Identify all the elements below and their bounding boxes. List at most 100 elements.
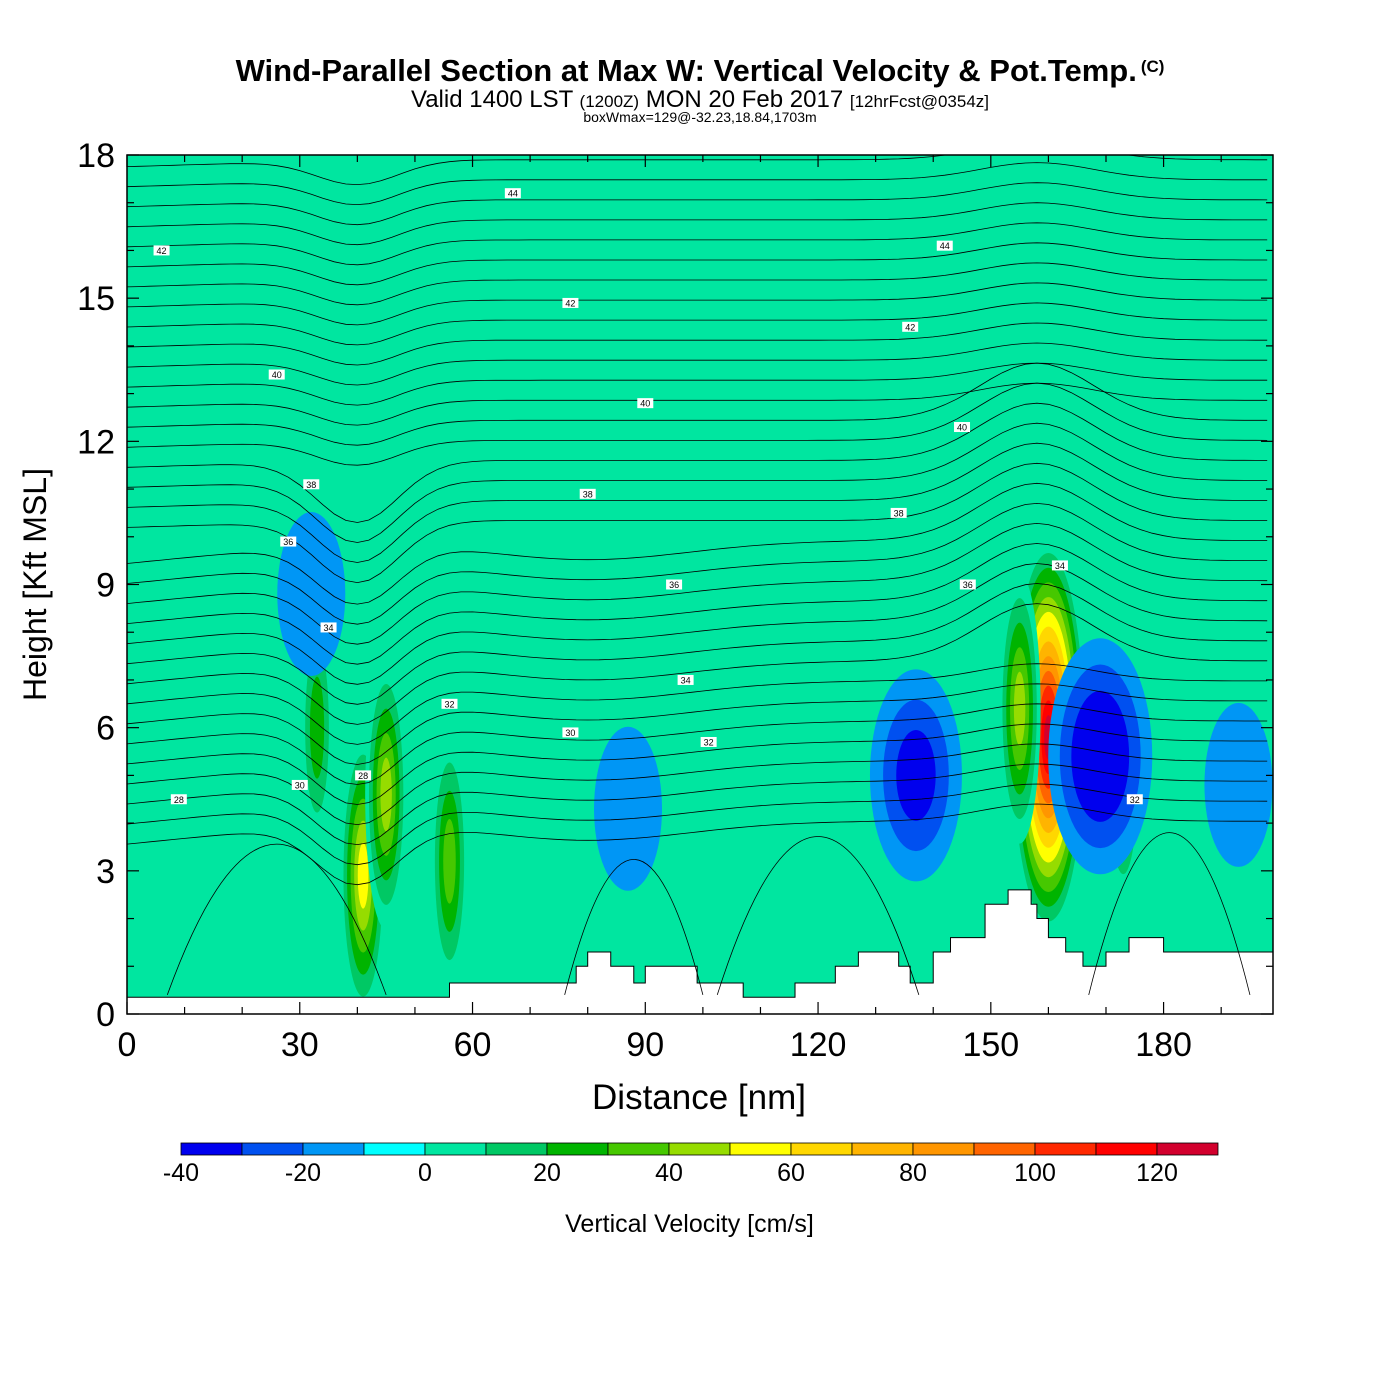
isentrope-line [127, 743, 1268, 826]
y-tick-label: 3 [96, 853, 115, 891]
isentrope-label-text: 32 [444, 699, 454, 709]
chart-title-text: Wind-Parallel Section at Max W: Vertical… [235, 53, 1137, 88]
isentrope-line [127, 663, 1268, 745]
w-contour [594, 726, 663, 891]
isentrope-label: 42 [153, 245, 170, 256]
w-streak [679, 155, 819, 533]
isentrope-label: 44 [504, 188, 521, 199]
isentrope-label-text: 36 [283, 537, 293, 547]
isentrope-label: 42 [902, 321, 919, 332]
isentrope-label-bg [677, 674, 694, 685]
isentrope-label-bg [291, 779, 308, 790]
w-contour [1082, 716, 1118, 796]
copyright-mark: (C) [1140, 57, 1165, 76]
colorbar-swatch [363, 1142, 426, 1156]
isentrope-low [716, 836, 920, 996]
isentrope-label: 34 [677, 674, 694, 685]
isentrope-line [127, 242, 1268, 286]
w-contour [443, 818, 456, 904]
isentrope-label: 40 [637, 398, 654, 409]
isentrope-line [127, 302, 1268, 346]
isentrope-label: 38 [303, 479, 320, 490]
colorbar-tick-label: -20 [285, 1159, 321, 1187]
w-streak [253, 155, 323, 533]
w-contour [1204, 702, 1273, 867]
colorbar-swatch [1156, 1142, 1219, 1156]
colorbar-swatch [485, 1142, 548, 1156]
isentrope-label-bg [902, 321, 919, 332]
isentrope-label-text: 30 [565, 728, 575, 738]
isentrope-label: 28 [355, 770, 372, 781]
isentrope-low [564, 859, 704, 996]
chart-title: Wind-Parallel Section at Max W: Vertical… [0, 50, 1400, 88]
isentrope-label: 30 [291, 779, 308, 790]
isentrope-label-text: 28 [174, 795, 184, 805]
isentrope-label-text: 28 [358, 771, 368, 781]
isentrope-line [127, 723, 1268, 805]
isentrope-line [127, 583, 1268, 705]
isentrope-line [127, 342, 1268, 386]
isentrope-label: 40 [954, 422, 971, 433]
isentrope-label-text: 42 [905, 322, 915, 332]
colorbar-swatch [729, 1142, 792, 1156]
isentrope-line [127, 603, 1268, 725]
isentrope-label-text: 40 [640, 399, 650, 409]
isentrope-line [127, 502, 1268, 625]
y-tick-label: 9 [96, 567, 115, 605]
y-axis-label: Height [Kft MSL] [17, 468, 53, 701]
isentrope-line [127, 162, 1268, 206]
isentrope-label-text: 44 [508, 189, 518, 199]
w-low-zone [490, 829, 571, 970]
y-tick-label: 15 [77, 280, 115, 318]
isentrope-label-bg [280, 536, 297, 547]
isentrope-line [127, 543, 1268, 665]
isentrope-label-bg [355, 770, 372, 781]
x-tick-label: 180 [1135, 1026, 1192, 1064]
isentrope-line [127, 563, 1268, 685]
isentrope-label: 36 [959, 579, 976, 590]
isentrope-label-text: 32 [1130, 795, 1140, 805]
x-tick-label: 120 [790, 1026, 847, 1064]
isentrope-label-bg [579, 488, 596, 499]
isentrope-label-text: 34 [681, 675, 691, 685]
y-tick-label: 18 [77, 137, 115, 175]
isentrope-line [127, 482, 1268, 605]
colorbar-tick-label: 100 [1014, 1159, 1056, 1187]
isentrope-label: 40 [268, 369, 285, 380]
x-tick-label: 90 [626, 1026, 664, 1064]
colorbar-swatch [607, 1142, 670, 1156]
isentrope-label-bg [637, 398, 654, 409]
colorbar-tick-label: -40 [163, 1159, 199, 1187]
isentrope-label-bg [504, 188, 521, 199]
isentrope-label-text: 30 [295, 780, 305, 790]
w-streak [1198, 155, 1273, 533]
isentrope-line [127, 222, 1268, 266]
isentrope-label: 32 [441, 698, 458, 709]
colorbar-swatch [424, 1142, 487, 1156]
isentrope-low [1088, 832, 1251, 996]
isentrope-line [127, 422, 1268, 543]
vertical-velocity-field [127, 155, 1273, 1014]
isentrope-line [127, 262, 1268, 306]
colorbar-swatch [790, 1142, 853, 1156]
isentrope-line [127, 382, 1268, 466]
isentrope-label: 32 [1126, 794, 1143, 805]
isentrope-label: 42 [562, 297, 579, 308]
isentrope-label-bg [268, 369, 285, 380]
isentrope-label: 28 [170, 794, 187, 805]
colorbar-tick-label: 120 [1136, 1159, 1178, 1187]
isentrope-label-bg [936, 240, 953, 251]
w-contour [309, 676, 325, 779]
colorbar-tick-label: 60 [777, 1159, 805, 1187]
isentrope-line [127, 783, 1268, 866]
isentrope-label: 44 [936, 240, 953, 251]
isentrope-label-text: 38 [894, 508, 904, 518]
colorbar-swatch [973, 1142, 1036, 1156]
isentrope-label: 36 [666, 579, 683, 590]
colorbar-tick-label: 40 [655, 1159, 683, 1187]
y-tick-label: 6 [96, 710, 115, 748]
isentrope-line [127, 282, 1268, 326]
colorbar-swatch [546, 1142, 609, 1156]
colorbar-tick-label: 20 [533, 1159, 561, 1187]
isentrope-line [127, 362, 1268, 406]
